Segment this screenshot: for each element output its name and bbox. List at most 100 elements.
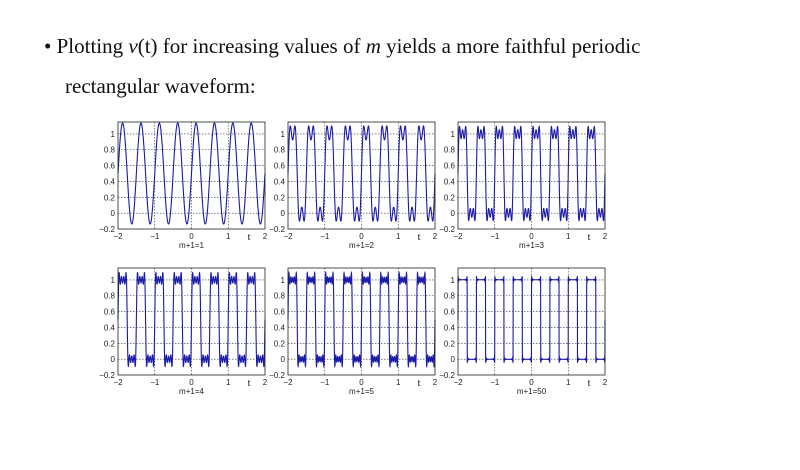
y-tick-label: 1 bbox=[281, 276, 286, 285]
chart-5: −2 −1 0 1 2 −0.2 0 0.2 0.4 0.6 0.8 1 t m+1=5 bbox=[269, 267, 438, 396]
y-tick-label: −0.2 bbox=[439, 225, 455, 234]
y-tick-label: 0 bbox=[281, 209, 286, 218]
x-axis-label: t bbox=[417, 377, 420, 389]
series-line bbox=[117, 122, 266, 225]
y-tick-label: −0.2 bbox=[269, 225, 285, 234]
y-tick-label: 0.6 bbox=[104, 162, 116, 171]
y-tick-label: 0.2 bbox=[444, 193, 456, 202]
y-tick-label: 0 bbox=[451, 209, 456, 218]
x-axis-label: t bbox=[587, 377, 590, 389]
x-axis-label: t bbox=[587, 231, 590, 243]
y-tick-label: 0.2 bbox=[104, 339, 116, 348]
y-tick-label: 0.8 bbox=[104, 292, 116, 301]
y-tick-label: 0.6 bbox=[444, 308, 456, 317]
y-tick-label: −0.2 bbox=[439, 371, 455, 380]
y-tick-label: 0.4 bbox=[104, 323, 116, 332]
x-tick-label: 0 bbox=[529, 378, 534, 387]
y-tick-label: 0.8 bbox=[104, 146, 116, 155]
x-tick-label: 1 bbox=[566, 378, 571, 387]
x-tick-label: 2 bbox=[603, 378, 608, 387]
axes-frame bbox=[287, 121, 436, 230]
y-tick-label: 0.4 bbox=[444, 177, 456, 186]
y-tick-label: 0.8 bbox=[444, 292, 456, 301]
x-tick-label: 1 bbox=[396, 378, 401, 387]
x-tick-label: −1 bbox=[150, 378, 160, 387]
y-tick-label: 0.8 bbox=[274, 146, 286, 155]
chart-3: −2 −1 0 1 2 −0.2 0 0.2 0.4 0.6 0.8 1 t m+1=3 bbox=[439, 121, 608, 250]
y-tick-label: −0.2 bbox=[269, 371, 285, 380]
x-tick-label: −1 bbox=[320, 378, 330, 387]
x-tick-label: −2 bbox=[113, 232, 123, 241]
y-tick-label: 0.4 bbox=[444, 323, 456, 332]
x-tick-label: 0 bbox=[359, 232, 364, 241]
y-tick-label: 0.2 bbox=[274, 339, 286, 348]
chart-caption: m+1=50 bbox=[517, 387, 547, 396]
x-axis-label: t bbox=[417, 231, 420, 243]
y-tick-label: 0.2 bbox=[444, 339, 456, 348]
chart-6: −2 −1 0 1 2 −0.2 0 0.2 0.4 0.6 0.8 1 t m+1=50 bbox=[439, 267, 608, 396]
x-tick-label: 1 bbox=[566, 232, 571, 241]
x-tick-label: −2 bbox=[283, 232, 293, 241]
x-tick-label: 2 bbox=[603, 232, 608, 241]
math-v: v bbox=[128, 34, 138, 58]
y-tick-label: 0 bbox=[111, 209, 116, 218]
y-tick-label: 0.8 bbox=[444, 146, 456, 155]
y-tick-label: 0.6 bbox=[104, 308, 116, 317]
x-axis-label: t bbox=[247, 377, 250, 389]
y-tick-label: 1 bbox=[111, 130, 116, 139]
y-tick-label: 0.4 bbox=[274, 177, 286, 186]
text-part: yields a more faithful periodic bbox=[380, 34, 641, 58]
y-tick-label: 0.6 bbox=[274, 162, 286, 171]
y-tick-label: 1 bbox=[451, 276, 456, 285]
y-tick-label: 1 bbox=[281, 130, 286, 139]
chart-caption: m+1=5 bbox=[349, 387, 374, 396]
chart-caption: m+1=2 bbox=[349, 241, 374, 250]
chart-2: −2 −1 0 1 2 −0.2 0 0.2 0.4 0.6 0.8 1 t m+1=2 bbox=[269, 121, 438, 250]
series-line bbox=[287, 125, 436, 222]
text-part: Plotting bbox=[56, 34, 129, 58]
chart-4: −2 −1 0 1 2 −0.2 0 0.2 0.4 0.6 0.8 1 t m+1=4 bbox=[99, 267, 268, 396]
y-tick-label: −0.2 bbox=[99, 225, 115, 234]
chart-caption: m+1=3 bbox=[519, 241, 544, 250]
x-tick-label: 1 bbox=[226, 232, 231, 241]
bullet-icon: • bbox=[44, 34, 52, 58]
axes-frame bbox=[457, 267, 606, 376]
y-tick-label: 0.8 bbox=[274, 292, 286, 301]
y-tick-label: 0 bbox=[451, 355, 456, 364]
axes-frame bbox=[117, 121, 266, 230]
x-tick-label: 1 bbox=[396, 232, 401, 241]
axes-frame bbox=[287, 267, 436, 376]
x-tick-label: −1 bbox=[490, 378, 500, 387]
y-tick-label: 0.4 bbox=[274, 323, 286, 332]
series-line bbox=[457, 125, 606, 222]
y-tick-label: −0.2 bbox=[99, 371, 115, 380]
y-tick-label: 0 bbox=[281, 355, 286, 364]
x-axis-label: t bbox=[247, 231, 250, 243]
x-tick-label: 2 bbox=[433, 378, 438, 387]
x-tick-label: 0 bbox=[529, 232, 534, 241]
x-tick-label: −2 bbox=[453, 232, 463, 241]
series-line bbox=[457, 276, 606, 363]
math-t: (t) bbox=[137, 34, 158, 58]
math-m: m bbox=[365, 34, 381, 58]
y-tick-label: 0.2 bbox=[274, 193, 286, 202]
x-tick-label: 2 bbox=[433, 232, 438, 241]
x-tick-label: −2 bbox=[283, 378, 293, 387]
x-tick-label: −2 bbox=[453, 378, 463, 387]
x-tick-label: 0 bbox=[359, 378, 364, 387]
x-tick-label: −1 bbox=[320, 232, 330, 241]
x-tick-label: 0 bbox=[189, 378, 194, 387]
x-tick-label: 0 bbox=[189, 232, 194, 241]
y-tick-label: 0.2 bbox=[104, 193, 116, 202]
series-line bbox=[287, 270, 436, 369]
x-tick-label: −1 bbox=[490, 232, 500, 241]
x-tick-label: −1 bbox=[150, 232, 160, 241]
series-line bbox=[117, 271, 266, 368]
y-tick-label: 0.6 bbox=[274, 308, 286, 317]
axes-frame bbox=[117, 267, 266, 376]
axes-frame bbox=[457, 121, 606, 230]
y-tick-label: 1 bbox=[111, 276, 116, 285]
x-tick-label: 2 bbox=[263, 232, 268, 241]
